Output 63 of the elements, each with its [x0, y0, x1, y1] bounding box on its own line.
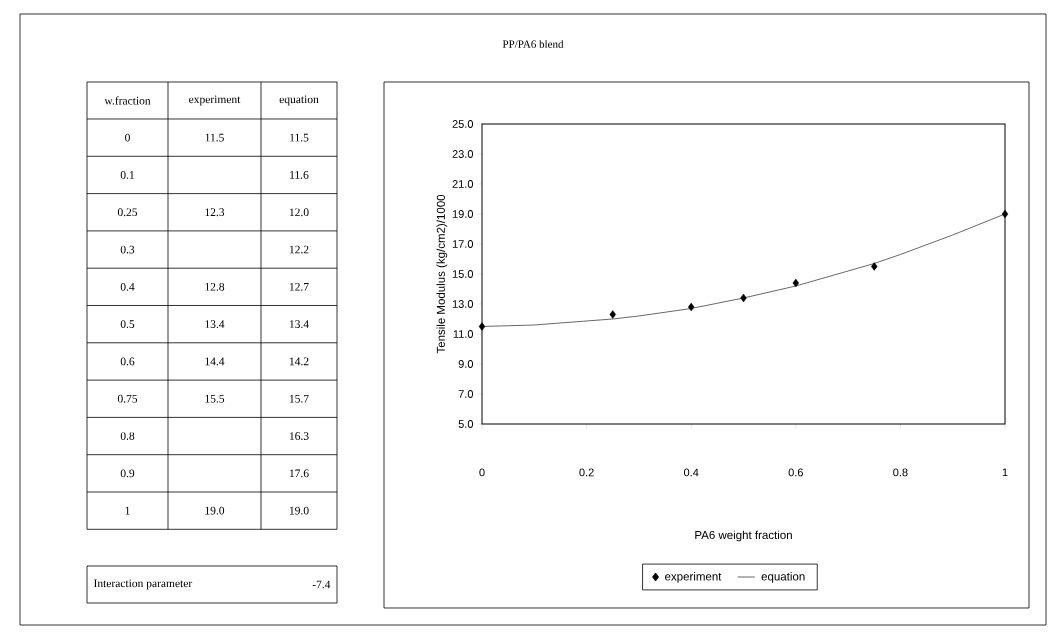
- text: w.fraction: [104, 96, 151, 105]
- data-label: 12.8: [205, 282, 225, 291]
- x-tick-label: 0: [479, 468, 485, 477]
- text: experiment: [189, 95, 241, 106]
- y-tick-label: 9.0: [458, 360, 474, 368]
- data-label: 11.5: [205, 133, 224, 142]
- data-label: 19.0: [289, 506, 309, 515]
- data-label: 19.0: [205, 506, 225, 515]
- category-label: 0.4: [120, 282, 135, 291]
- point: [740, 293, 747, 303]
- category-label: 0.8: [120, 432, 135, 440]
- y-tick-label: 23.0: [452, 150, 474, 158]
- data-label: 15.7: [289, 394, 309, 403]
- x-tick-label: 0.2: [579, 468, 594, 477]
- point: [871, 262, 878, 271]
- category-label: 0.75: [117, 394, 138, 403]
- point: [688, 302, 695, 312]
- y-tick-label: 25.0: [452, 120, 474, 128]
- point: [609, 310, 616, 319]
- text: -7.4: [312, 580, 331, 589]
- text: equation: [279, 95, 319, 106]
- category-label: 0.1: [120, 171, 134, 179]
- chart-title: PP/PA6 blend: [502, 40, 564, 48]
- legend-label: experiment: [665, 572, 722, 583]
- category-label: 0.9: [120, 469, 135, 478]
- y-tick-label: 5.0: [458, 420, 474, 428]
- category-label: 0: [125, 133, 130, 142]
- y-tick-label: 17.0: [452, 240, 474, 248]
- y-tick-label: 11.0: [453, 330, 474, 338]
- x-tick-label: 0.8: [893, 468, 908, 477]
- text: Interaction parameter: [93, 579, 193, 590]
- point: [792, 278, 800, 288]
- y-tick-label: 7.0: [458, 390, 474, 398]
- data-label: 11.5: [290, 133, 309, 142]
- data-label: 12.2: [289, 245, 309, 254]
- y-tick-label: 19.0: [452, 210, 474, 218]
- category-label: 0.25: [117, 208, 138, 217]
- data-label: 12.3: [205, 208, 225, 217]
- x-tick-label: 0.4: [683, 468, 699, 477]
- point: [1001, 209, 1009, 219]
- x-axis-title: PA6 weight fraction: [695, 530, 792, 542]
- legend-label: equation: [761, 572, 805, 583]
- y-axis-title: Tensile Modulus (kg/cm2)/1000: [436, 194, 448, 354]
- y-tick-label: 15.0: [452, 270, 474, 278]
- data-label: 14.4: [205, 357, 225, 366]
- data-label: 12.0: [289, 208, 309, 217]
- x-tick-label: 1: [1002, 468, 1008, 477]
- data-label: 14.2: [289, 357, 309, 366]
- data-label: 12.7: [289, 282, 309, 291]
- y-tick-label: 21.0: [452, 180, 474, 188]
- data-label: 17.6: [289, 469, 309, 478]
- x-tick-label: 0.6: [788, 468, 803, 477]
- category-label: 1: [125, 506, 130, 515]
- point: [478, 322, 486, 331]
- data-label: 16.3: [289, 432, 309, 440]
- category-label: 0.6: [120, 357, 135, 366]
- category-label: 0.3: [120, 245, 135, 254]
- data-label: 13.4: [289, 320, 309, 329]
- data-label: 11.6: [290, 171, 309, 179]
- data-label: 15.5: [205, 394, 225, 403]
- category-label: 0.5: [120, 320, 135, 329]
- y-tick-label: 13.0: [452, 300, 474, 308]
- data-label: 13.4: [205, 320, 225, 329]
